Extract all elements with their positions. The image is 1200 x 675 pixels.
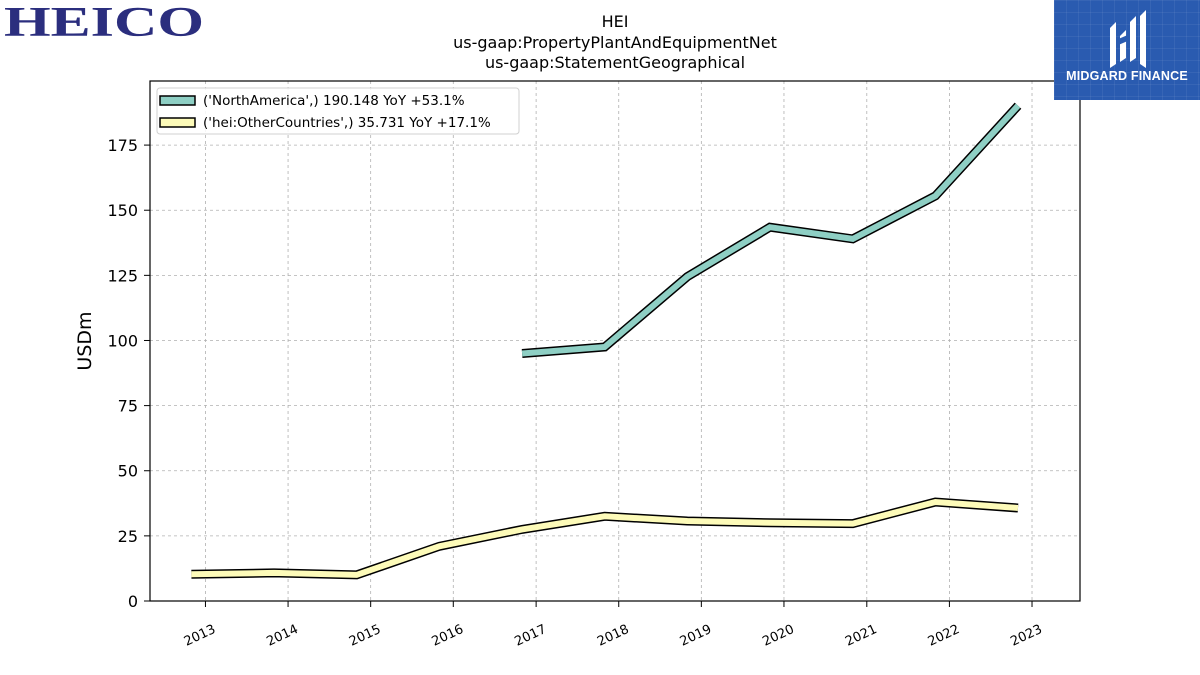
x-tick-label: 2022 [926,622,962,650]
y-tick-label: 0 [128,592,138,611]
x-tick-label: 2015 [347,622,383,650]
plot-frame [149,80,1081,602]
x-tick-label: 2013 [182,622,218,650]
x-tick-label: 2016 [430,622,466,650]
x-tick-label: 2018 [595,622,631,650]
series-layer [191,102,1022,580]
x-axis: 2013 2014 2015 2016 2017 2018 2019 2020 2021 2022… [182,601,1045,650]
x-tick-label: 2019 [678,622,714,650]
x-tick-label: 2023 [1008,622,1044,650]
legend-swatch [159,117,196,128]
y-axis: 0 25 50 75 100 125 150 175 [107,136,150,611]
y-tick-label: 125 [107,266,138,285]
legend-entry: ('NorthAmerica',) 190.148 YoY +53.1% [203,93,465,109]
heico-logo-text: HEICO [4,2,204,42]
y-tick-label: 50 [118,462,138,481]
midgard-finance-logo: MIDGARD FINANCE [1054,0,1200,100]
y-tick-label: 25 [118,527,138,546]
y-axis-label: USDm [74,311,96,370]
heico-logo: HEICO [4,2,204,42]
y-tick-label: 75 [118,397,138,416]
x-tick-label: 2021 [843,622,879,650]
legend-entry: ('hei:OtherCountries',) 35.731 YoY +17.1… [203,115,491,131]
y-tick-label: 100 [107,331,138,350]
series-line-2 [191,498,1019,578]
chart-title-line-3: us-gaap:StatementGeographical [485,53,745,72]
chart-title-line-1: HEI [602,12,629,31]
x-tick-label: 2014 [264,622,300,650]
midgard-mark-icon [1110,10,1146,68]
midgard-finance-text: MIDGARD FINANCE [1066,69,1188,83]
chart-title: HEI us-gaap:PropertyPlantAndEquipmentNet… [453,12,777,72]
series-line-1 [521,103,1021,357]
legend-box [156,87,520,135]
y-tick-label: 175 [107,136,138,155]
legend-swatch [159,95,196,106]
x-tick-label: 2020 [760,622,796,650]
x-tick-label: 2017 [512,622,548,650]
legend: ('NorthAmerica',) 190.148 YoY +53.1% ('he… [156,87,520,135]
chart-title-line-2: us-gaap:PropertyPlantAndEquipmentNet [453,33,777,52]
y-tick-label: 150 [107,201,138,220]
